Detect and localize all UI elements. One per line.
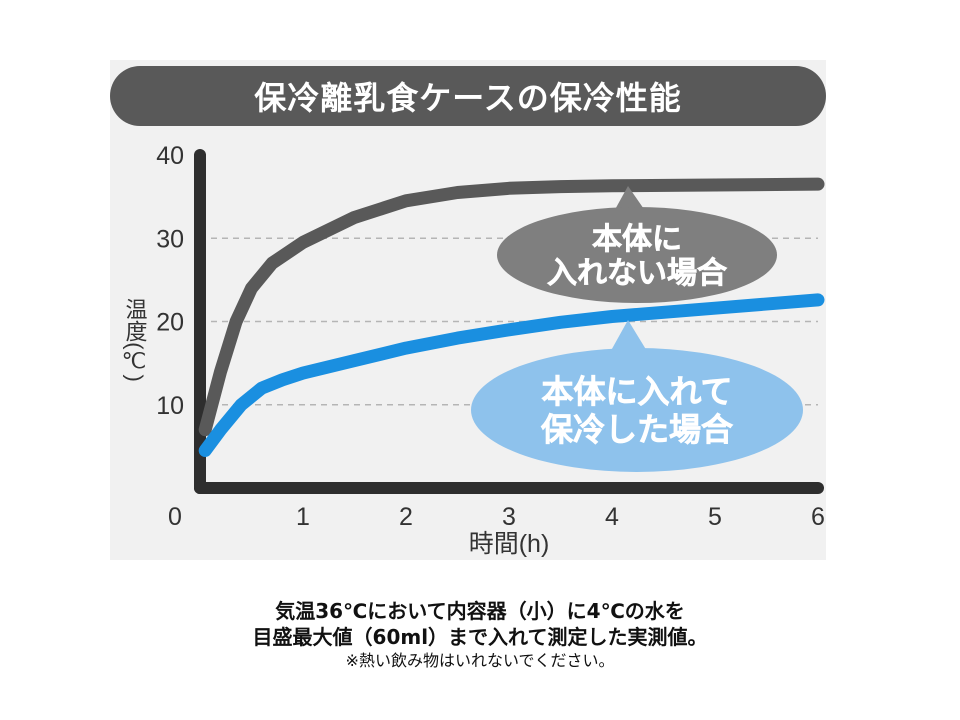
callout-bubble bbox=[497, 207, 777, 303]
y-tick-label: 30 bbox=[156, 225, 184, 253]
x-tick-label: 5 bbox=[708, 503, 722, 531]
caption-line-1: 気温36℃において内容器（小）に4℃の水を bbox=[275, 599, 685, 623]
y-tick-label: 20 bbox=[156, 309, 184, 337]
series-line-2 bbox=[198, 293, 825, 457]
callout-text: 本体に bbox=[592, 223, 682, 256]
x-axis-label: 時間(h) bbox=[469, 530, 550, 558]
x-tick-label: 1 bbox=[296, 503, 310, 531]
callout-pointer bbox=[608, 320, 650, 356]
caption-note: ※熱い飲み物はいれないでください。 bbox=[345, 651, 615, 670]
caption: 気温36℃において内容器（小）に4℃の水を 目盛最大値（60ml）まで入れて測定… bbox=[0, 598, 960, 672]
x-tick-label: 0 bbox=[168, 503, 182, 531]
series-line-1 bbox=[198, 177, 825, 437]
y-axis-label: 温度(℃) bbox=[122, 298, 148, 382]
callout-text: 入れない場合 bbox=[547, 256, 727, 290]
callout-text: 本体に入れて bbox=[541, 374, 732, 410]
x-tick-label: 4 bbox=[605, 503, 619, 531]
y-tick-label: 10 bbox=[156, 392, 184, 420]
callout-text: 保冷した場合 bbox=[541, 412, 733, 448]
y-tick-label: 40 bbox=[156, 142, 184, 170]
x-tick-label: 3 bbox=[502, 503, 516, 531]
caption-line-2: 目盛最大値（60ml）まで入れて測定した実測値。 bbox=[252, 625, 708, 649]
x-tick-label: 2 bbox=[399, 503, 413, 531]
chart-title: 保冷離乳食ケースの保冷性能 bbox=[110, 66, 826, 126]
callout-bubble bbox=[471, 348, 803, 472]
x-tick-label: 6 bbox=[811, 503, 825, 531]
